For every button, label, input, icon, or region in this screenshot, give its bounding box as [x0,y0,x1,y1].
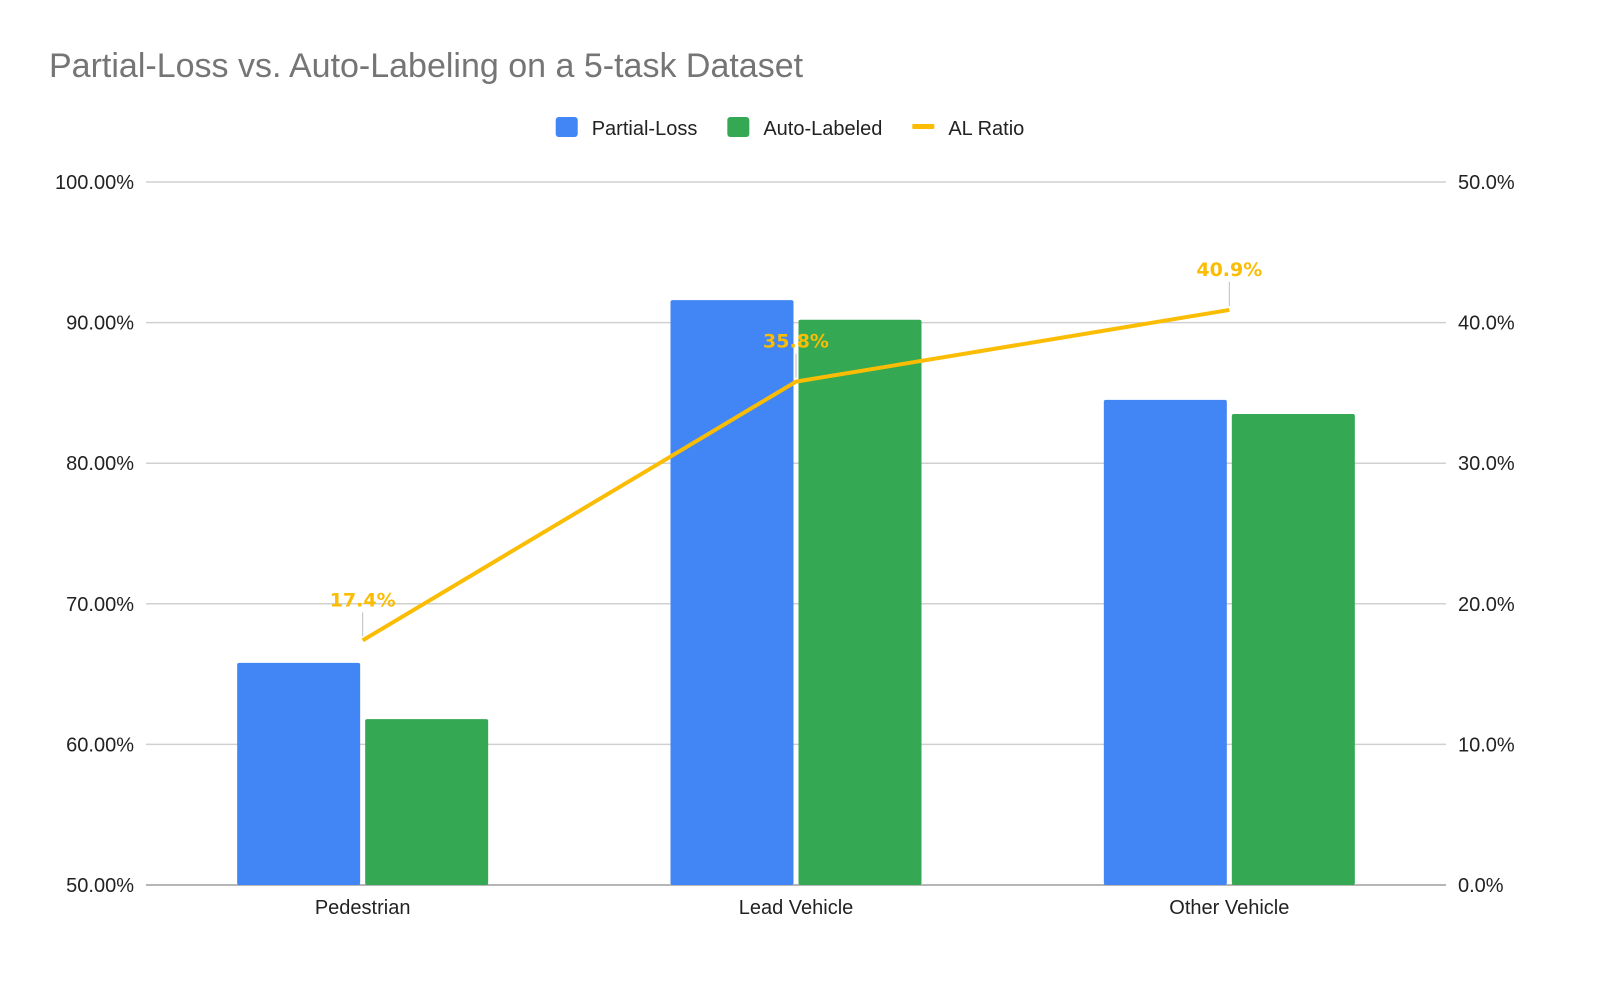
legend-swatch-auto-labeled [727,117,750,137]
bar-auto-labeled-pedestrian [365,719,489,885]
right-tick-label: 30.0% [1458,453,1515,475]
bar-auto-labeled-other-vehicle [1231,413,1355,885]
bars [237,300,1355,886]
legend-label: AL Ratio [948,118,1024,140]
bar-auto-labeled-lead-vehicle [798,319,922,886]
left-axis: 50.00% 60.00% 70.00% 80.00% 90.00% 100.00% [55,172,134,897]
left-tick-label: 50.00% [66,875,134,897]
data-label: 35.8% [763,331,829,353]
right-tick-label: 0.0% [1458,875,1504,897]
left-tick-label: 90.00% [66,313,134,335]
chart-title: Partial-Loss vs. Auto-Labeling on a 5-ta… [49,47,804,85]
left-tick-label: 80.00% [66,453,134,475]
right-tick-label: 50.0% [1458,172,1515,194]
bar-partial-loss-pedestrian [237,662,361,885]
legend-label: Auto-Labeled [763,118,882,140]
legend-label: Partial-Loss [592,118,698,140]
right-tick-label: 20.0% [1458,594,1515,616]
bar-partial-loss-other-vehicle [1103,399,1227,885]
line-series: 17.4% 35.8% 40.9% [330,259,1262,643]
legend-swatch-al-ratio [912,124,935,129]
category-label: Pedestrian [315,897,411,919]
category-label: Lead Vehicle [739,897,854,919]
legend-swatch-partial-loss [555,117,578,137]
right-tick-label: 40.0% [1458,313,1515,335]
right-axis: 0.0% 10.0% 20.0% 30.0% 40.0% 50.0% [1458,172,1515,897]
legend: Partial-Loss Auto-Labeled AL Ratio [555,117,1024,140]
category-label: Other Vehicle [1169,897,1289,919]
data-label: 17.4% [330,589,396,611]
category-axis: Pedestrian Lead Vehicle Other Vehicle [315,897,1290,919]
left-tick-label: 70.00% [66,594,134,616]
gridlines [146,181,1446,886]
left-tick-label: 100.00% [55,172,134,194]
right-tick-label: 10.0% [1458,734,1515,756]
bar-partial-loss-lead-vehicle [670,300,794,885]
data-label: 40.9% [1196,259,1262,281]
left-tick-label: 60.00% [66,734,134,756]
line-al-ratio [361,307,1230,643]
